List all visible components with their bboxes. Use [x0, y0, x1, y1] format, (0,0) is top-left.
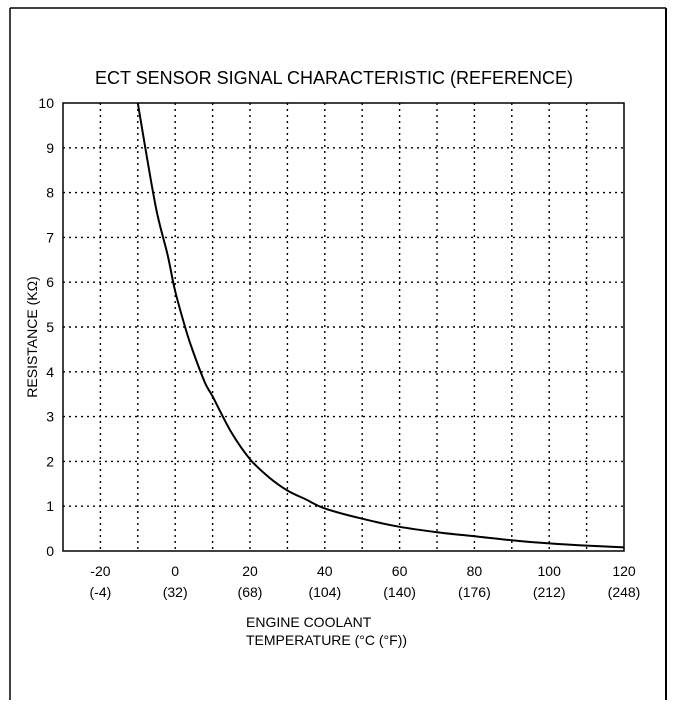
grid — [63, 103, 624, 551]
y-tick-labels: 0 1 2 3 4 5 6 7 8 9 10 — [38, 95, 54, 559]
plot-frame — [62, 102, 625, 552]
x-tick-label-fahrenheit: (140) — [383, 584, 416, 600]
y-tick-label: 1 — [46, 498, 54, 514]
y-tick-label: 9 — [46, 140, 54, 156]
x-tick-label-celsius: 100 — [538, 563, 562, 579]
y-tick-label: 8 — [46, 185, 54, 201]
series-line — [136, 102, 625, 549]
x-tick-label-fahrenheit: (68) — [238, 584, 263, 600]
x-tick-label-celsius: -20 — [90, 563, 110, 579]
y-tick-label: 7 — [46, 229, 54, 245]
y-tick-label: 0 — [46, 543, 54, 559]
y-tick-label: 2 — [46, 453, 54, 469]
x-axis-label-line1: ENGINE COOLANT — [246, 614, 372, 630]
x-tick-label-fahrenheit: (-4) — [90, 584, 112, 600]
y-axis-label: RESISTANCE (KΩ) — [24, 276, 40, 397]
x-tick-label-fahrenheit: (212) — [533, 584, 566, 600]
x-tick-label-celsius: 80 — [467, 563, 483, 579]
y-tick-label: 5 — [46, 319, 54, 335]
chart-title: ECT SENSOR SIGNAL CHARACTERISTIC (REFERE… — [95, 68, 573, 88]
x-tick-label-fahrenheit: (104) — [308, 584, 341, 600]
y-tick-label: 4 — [46, 364, 54, 380]
y-tick-label: 3 — [46, 409, 54, 425]
x-tick-label-celsius: 60 — [392, 563, 408, 579]
x-axis-label-line2: TEMPERATURE (°C (°F)) — [246, 632, 407, 648]
x-tick-label-celsius: 40 — [317, 563, 333, 579]
x-tick-label-celsius: 20 — [242, 563, 258, 579]
x-tick-label-fahrenheit: (176) — [458, 584, 491, 600]
y-tick-label: 6 — [46, 274, 54, 290]
x-tick-labels: -20 (-4) 0 (32) 20 (68) 40 (104) 60 (140) 80 (176) 1… — [90, 563, 641, 600]
y-tick-label: 10 — [38, 95, 54, 111]
x-tick-label-fahrenheit: (32) — [163, 584, 188, 600]
x-tick-label-fahrenheit: (248) — [608, 584, 641, 600]
x-tick-label-celsius: 120 — [612, 563, 636, 579]
x-tick-label-celsius: 0 — [171, 563, 179, 579]
